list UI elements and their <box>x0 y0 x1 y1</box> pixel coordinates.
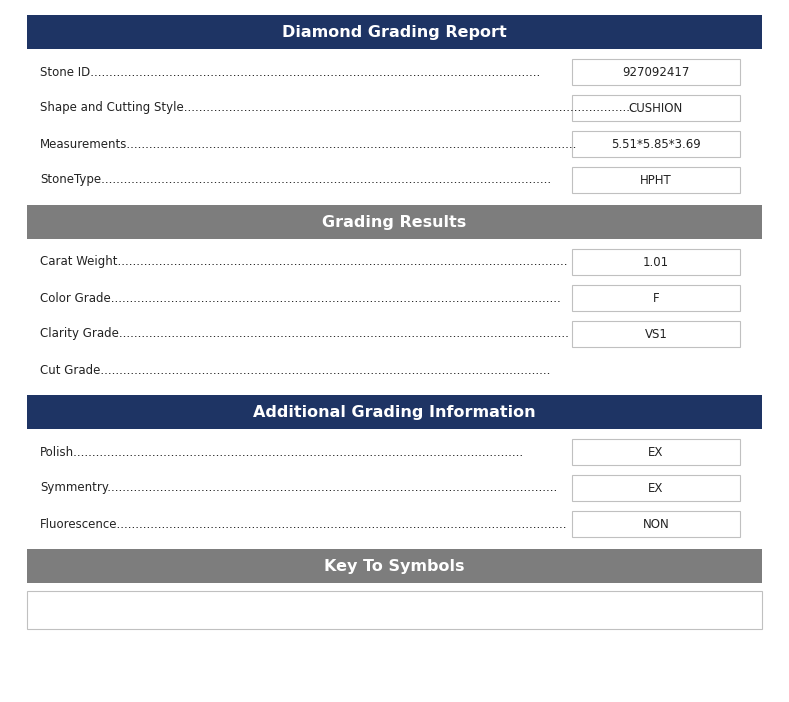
Bar <box>572 285 740 311</box>
Text: Grading Results: Grading Results <box>323 215 466 230</box>
Bar <box>572 167 740 193</box>
Text: Polish..........................................................................: Polish..................................… <box>40 446 524 458</box>
Text: Carat Weight....................................................................: Carat Weight............................… <box>40 256 567 268</box>
Text: 927092417: 927092417 <box>623 65 690 79</box>
Bar <box>27 395 762 429</box>
Text: EX: EX <box>649 446 664 458</box>
Bar <box>572 321 740 347</box>
Text: Key To Symbols: Key To Symbols <box>324 559 465 574</box>
Bar <box>27 205 762 239</box>
Text: CUSHION: CUSHION <box>629 102 683 114</box>
Text: Fluorescence....................................................................: Fluorescence............................… <box>40 517 567 531</box>
Bar <box>572 59 740 85</box>
Text: Shape and Cutting Style.........................................................: Shape and Cutting Style.................… <box>40 102 634 114</box>
Bar <box>572 95 740 121</box>
Text: Symmentry.......................................................................: Symmentry...............................… <box>40 482 557 494</box>
Text: VS1: VS1 <box>645 328 667 340</box>
Bar <box>572 439 740 465</box>
Bar <box>27 549 762 583</box>
Text: NON: NON <box>642 517 669 531</box>
Text: Diamond Grading Report: Diamond Grading Report <box>282 25 507 39</box>
Text: StoneType.......................................................................: StoneType...............................… <box>40 173 552 187</box>
Text: Stone ID........................................................................: Stone ID................................… <box>40 65 540 79</box>
Bar <box>572 475 740 501</box>
Bar <box>572 131 740 157</box>
Text: Color Grade.....................................................................: Color Grade.............................… <box>40 291 561 305</box>
Text: 1.01: 1.01 <box>643 256 669 268</box>
Text: 5.51*5.85*3.69: 5.51*5.85*3.69 <box>611 138 701 150</box>
Text: Additional Grading Information: Additional Grading Information <box>253 404 536 420</box>
Text: Measurements....................................................................: Measurements............................… <box>40 138 578 150</box>
Bar <box>27 591 762 629</box>
Text: Clarity Grade...................................................................: Clarity Grade...........................… <box>40 328 569 340</box>
Text: Cut Grade.......................................................................: Cut Grade...............................… <box>40 364 551 376</box>
Bar <box>572 249 740 275</box>
Text: EX: EX <box>649 482 664 494</box>
Bar <box>572 511 740 537</box>
Bar <box>27 15 762 49</box>
Text: F: F <box>653 291 660 305</box>
Text: HPHT: HPHT <box>640 173 672 187</box>
